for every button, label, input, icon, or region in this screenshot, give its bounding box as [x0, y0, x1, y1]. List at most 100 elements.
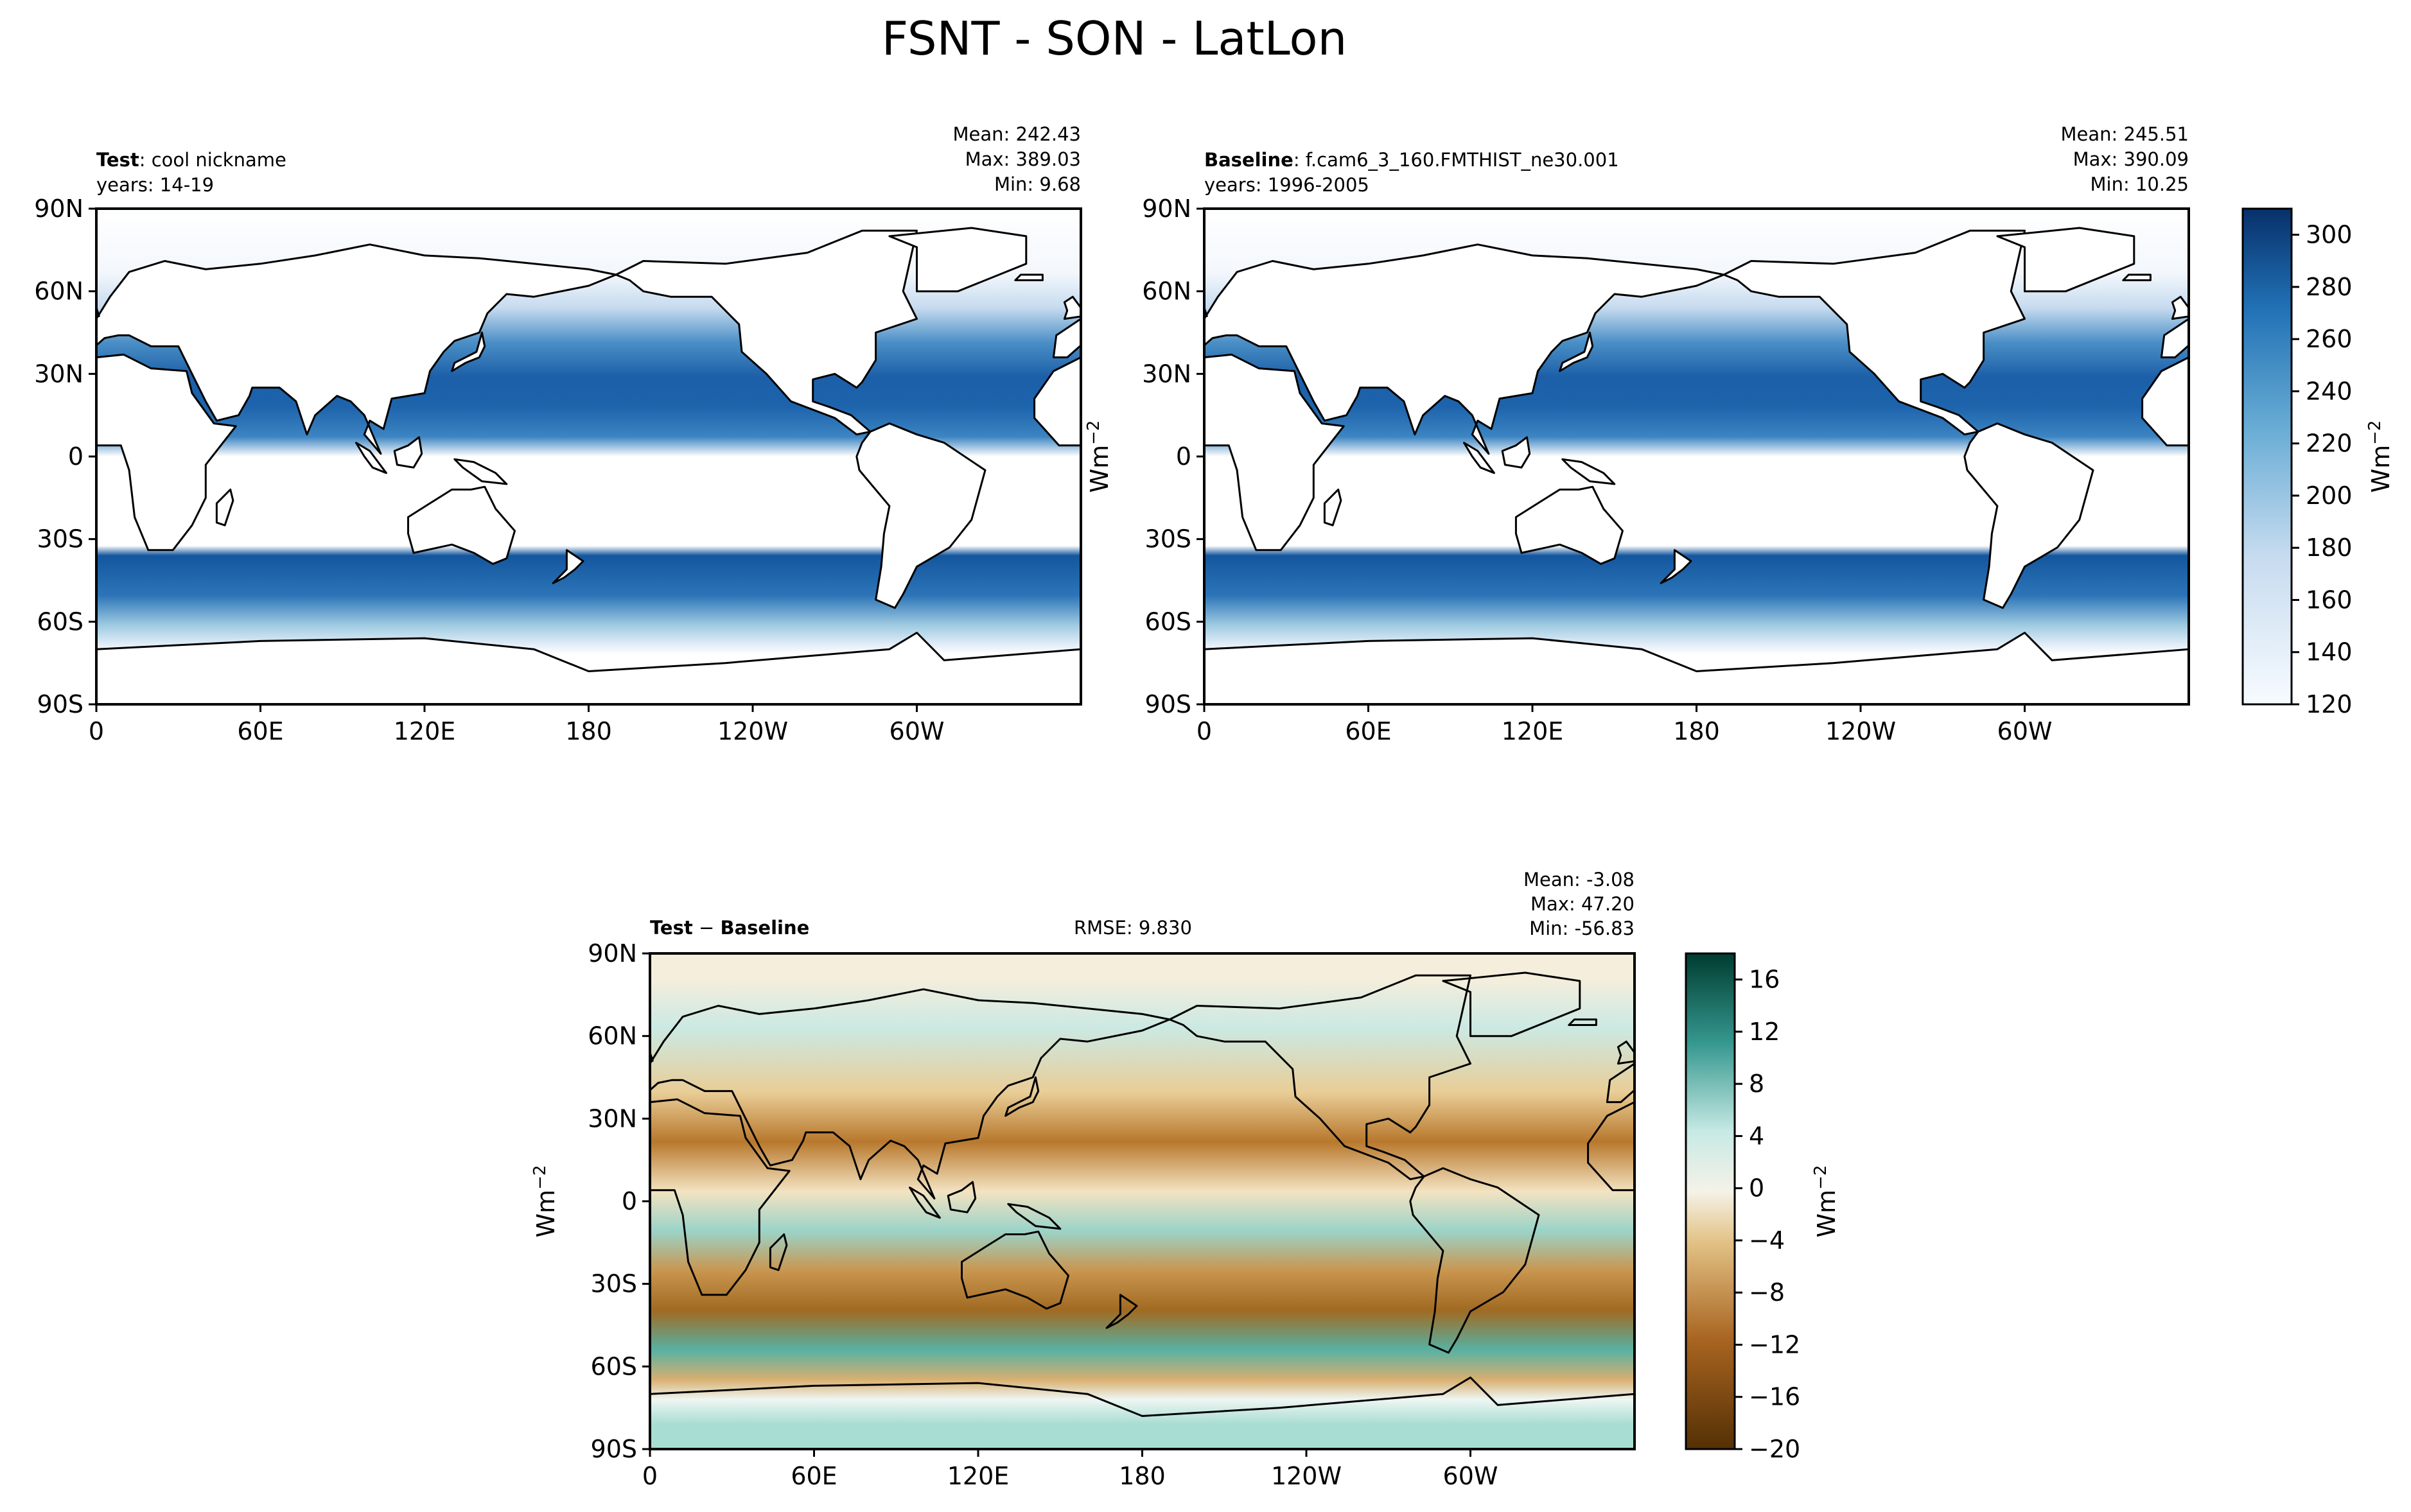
land-south-america: [1963, 422, 2094, 609]
land-south-america: [855, 422, 986, 609]
land-south-america: [2395, 1169, 2411, 1353]
colorbar-tick-label: 280: [2306, 273, 2353, 301]
panel-title: Test: cool nickname: [96, 149, 286, 171]
lat-tick-label: 30N: [588, 1104, 637, 1133]
rmse-label: RMSE: 9.830: [1074, 917, 1192, 939]
colorbar-tick-label: −16: [1749, 1383, 1800, 1411]
lon-tick-label: 180: [1673, 717, 1720, 745]
panel-label-bold: Baseline: [1204, 149, 1293, 171]
stat-mean: Mean: 242.43: [953, 123, 1081, 145]
land-greenland: [888, 227, 1028, 293]
colorbar-gradient: [1685, 952, 1736, 1450]
panel-label-rest: : f.cam6_3_160.FMTHIST_ne30.001: [1293, 149, 1619, 171]
colorbar-tick-label: 160: [2306, 586, 2353, 614]
lon-tick-label: 120E: [947, 1462, 1010, 1490]
land-antarctica: [96, 632, 1081, 704]
lat-tick-label: 30S: [591, 1270, 637, 1298]
units-label-left: Wm−2: [1084, 421, 1114, 493]
land-borneo: [1933, 1182, 1960, 1212]
panel-title: Test − Baseline: [650, 917, 809, 939]
lon-tick-label: 60W: [1443, 1462, 1498, 1490]
lon-tick-label: 120W: [1271, 1462, 1342, 1490]
land-japan: [451, 331, 486, 372]
panel-years: years: 1996-2005: [1204, 174, 1369, 196]
lat-tick-label: 30S: [1145, 525, 1191, 553]
land-north-america: [1723, 229, 2026, 436]
colorbar-units: Wm−2: [1811, 1165, 1841, 1238]
lat-tick-label: 60N: [1142, 277, 1191, 306]
land-australia: [961, 1230, 1069, 1310]
panel-baseline: Baseline: f.cam6_3_160.FMTHIST_ne30.001 …: [1084, 123, 2190, 745]
land-eurasia: [2160, 317, 2189, 359]
land-sumatra: [1463, 442, 1495, 474]
colorbar-tick-label: 120: [2306, 690, 2353, 718]
lon-tick-label: 120E: [394, 717, 456, 745]
land-new-guinea: [1561, 458, 1616, 485]
land-eurasia: [1052, 317, 1081, 359]
land-borneo: [947, 1181, 977, 1213]
land-sumatra: [355, 442, 387, 474]
lon-tick-label: 120W: [717, 717, 788, 745]
lat-tick-label: 60S: [591, 1352, 637, 1380]
lon-tick-label: 60E: [1345, 717, 1391, 745]
lon-tick-label: 120W: [1825, 717, 1896, 745]
colorbar-tick-label: 16: [1749, 966, 1780, 994]
colorbar-tick-label: 300: [2306, 221, 2353, 249]
land-great-britain: [650, 1050, 654, 1063]
land-great-britain: [2171, 295, 2189, 320]
land-eurasia: [650, 988, 1171, 1200]
colorbar-tick-label: 200: [2306, 482, 2353, 510]
colorbar-diff: −20 −16 −12 −8 −4 0 4 8 12 16 Wm−2: [1685, 952, 1841, 1463]
colorbar-tick-label: 220: [2306, 430, 2353, 458]
panel-label-bold: Test: [96, 149, 139, 171]
land-iceland: [1568, 1018, 1597, 1026]
colorbar-tick-label: 140: [2306, 638, 2353, 666]
land-australia: [1946, 1231, 2053, 1308]
land-sumatra: [1895, 1188, 1925, 1218]
colorbar-tick-label: 240: [2306, 377, 2353, 405]
land-new-zealand: [1660, 549, 1692, 584]
land-layer: [96, 227, 1081, 704]
colorbar-gradient: [2241, 207, 2293, 706]
lat-tick-label: 60N: [588, 1022, 637, 1050]
panel-label-minus: −: [693, 917, 721, 939]
figure-title: FSNT - SON - LatLon: [882, 12, 1347, 65]
lat-tick-label: 90S: [37, 690, 83, 718]
panel-difference: Test − Baseline RMSE: 9.830 Mean: -3.08 …: [530, 869, 2411, 1490]
map-field: [650, 953, 2411, 1449]
land-borneo: [1501, 436, 1531, 469]
colorbar-tick-label: −20: [1749, 1435, 1800, 1463]
land-new-guinea: [1993, 1204, 2045, 1229]
panel-years: years: 14-19: [96, 174, 214, 196]
land-layer: [650, 971, 2411, 1449]
land-madagascar: [215, 489, 234, 526]
colorbar-tick-label: 8: [1749, 1070, 1764, 1098]
lat-tick-label: 30N: [1142, 360, 1191, 388]
colorbar-tick-label: −12: [1749, 1330, 1800, 1359]
land-north-america: [1168, 974, 1471, 1181]
colorbar-tick-label: 180: [2306, 534, 2353, 562]
lat-tick-label: 90N: [588, 939, 637, 968]
lat-tick-label: 0: [622, 1187, 637, 1215]
land-south-america: [1409, 1167, 1540, 1354]
lat-tick-label: 30N: [34, 360, 83, 388]
stat-min: Min: -56.83: [1529, 917, 1635, 939]
stat-max: Max: 389.03: [965, 148, 1081, 170]
colorbar-tick-label: 4: [1749, 1122, 1764, 1150]
land-new-zealand: [552, 549, 584, 584]
lon-tick-label: 180: [565, 717, 612, 745]
land-madagascar: [769, 1233, 788, 1271]
land-new-zealand: [2091, 1295, 2121, 1328]
colorbar-tick-label: 0: [1749, 1174, 1764, 1203]
lat-tick-label: 60S: [1145, 607, 1191, 636]
land-great-britain: [1617, 1040, 1635, 1065]
lon-tick-label: 120E: [1502, 717, 1564, 745]
lon-tick-label: 0: [642, 1462, 658, 1490]
panel-test: Test: cool nickname years: 14-19 Mean: 2…: [34, 123, 1082, 745]
lat-tick-label: 0: [68, 442, 83, 471]
colorbar-main: 120 140 160 180 200 220 240 260 280 300 Wm−2: [2241, 207, 2395, 718]
lat-tick-label: 90N: [34, 195, 83, 223]
stat-min: Min: 10.25: [2091, 173, 2189, 195]
